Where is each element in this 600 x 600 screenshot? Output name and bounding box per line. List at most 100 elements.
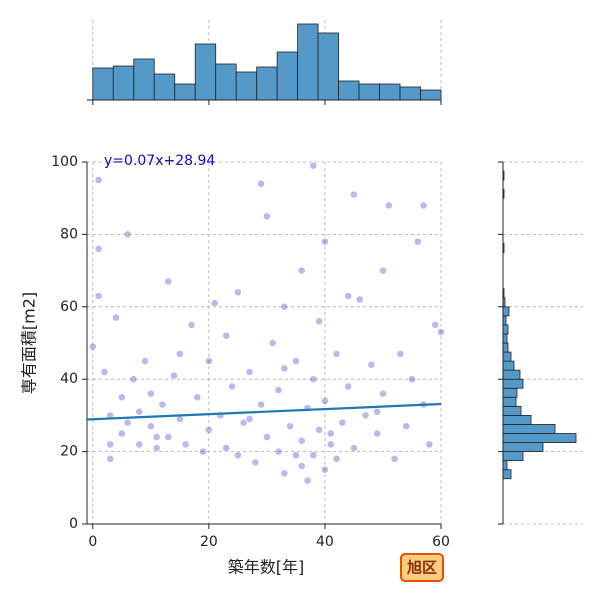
scatter-point <box>147 422 155 431</box>
hist-bar <box>502 433 577 443</box>
scatter-point <box>309 451 318 459</box>
hist-bar <box>502 360 515 371</box>
scatter-point <box>106 440 114 449</box>
scatter-point <box>135 408 143 416</box>
scatter-point <box>222 332 231 340</box>
scatter-point <box>326 440 335 449</box>
hist-bar <box>502 396 517 407</box>
scatter-point <box>89 342 97 351</box>
scatter-point <box>263 212 271 221</box>
scatter-point <box>332 350 341 358</box>
badge: 旭区 <box>406 559 437 577</box>
scatter-point <box>414 237 422 246</box>
scatter-point <box>257 400 265 409</box>
scatter-point <box>344 382 352 391</box>
hist-bar <box>133 58 155 101</box>
hist-bar <box>276 51 299 101</box>
scatter-point <box>199 447 207 456</box>
scatter-point <box>210 299 219 307</box>
scatter-point <box>193 393 202 402</box>
hist-bar <box>502 351 512 362</box>
scatter-point <box>164 277 172 286</box>
scatter-point <box>274 386 283 394</box>
hist-bar <box>502 306 510 317</box>
scatter-point <box>280 469 289 478</box>
scatter-point <box>239 418 248 427</box>
hist-bar <box>358 83 380 101</box>
hist-bar <box>112 65 135 101</box>
scatter-point <box>94 176 103 184</box>
scatter-point <box>129 375 138 383</box>
scatter-point <box>332 455 341 463</box>
scatter-point <box>135 440 143 449</box>
scatter-point <box>205 357 213 365</box>
hist-bar <box>502 442 544 452</box>
scatter-point <box>419 201 428 210</box>
scatter-point <box>315 426 323 434</box>
scatter-point <box>309 375 318 383</box>
scatter-point <box>425 440 434 449</box>
y-tick-label: 0 <box>69 516 78 532</box>
hist-bar <box>502 451 524 462</box>
scatter-point <box>158 400 167 409</box>
scatter-point <box>205 426 213 434</box>
scatter-point <box>297 436 306 445</box>
scatter-point <box>373 429 381 438</box>
scatter-point <box>326 429 335 438</box>
scatter-point <box>94 292 103 300</box>
scatter-point <box>245 415 254 423</box>
x-tick-label: 20 <box>200 534 218 550</box>
scatter-point <box>280 364 289 373</box>
scatter-point <box>431 321 439 329</box>
scatter-point <box>112 313 120 322</box>
hist-bar <box>235 71 258 101</box>
scatter-point <box>106 455 114 463</box>
y-tick-label: 20 <box>60 444 78 460</box>
scatter-point <box>187 321 196 329</box>
scatter-point <box>176 350 184 358</box>
scatter-point <box>152 444 161 452</box>
hist-bar <box>502 378 524 389</box>
hist-bar <box>194 43 217 101</box>
scatter-point <box>292 451 300 459</box>
hist-bar <box>502 414 532 425</box>
scatter-point <box>274 447 283 456</box>
scatter-point <box>268 339 277 347</box>
scatter-point <box>385 201 393 210</box>
scatter-point <box>338 418 347 427</box>
scatter-point <box>292 357 300 365</box>
y-tick-label: 40 <box>60 371 78 387</box>
scatter-point <box>309 161 318 170</box>
hist-bar <box>174 83 196 101</box>
scatter-point <box>402 422 410 431</box>
hist-bar <box>502 469 512 480</box>
x-tick-label: 0 <box>88 534 97 550</box>
scatter-point <box>181 440 190 449</box>
scatter-point <box>356 295 364 304</box>
scatter-point <box>123 230 132 239</box>
x-tick-label: 60 <box>432 534 450 550</box>
scatter-point <box>321 397 329 405</box>
scatter-point <box>379 389 387 398</box>
scatter-point <box>315 317 323 326</box>
scatter-point <box>321 465 329 474</box>
scatter-point <box>297 462 306 470</box>
x-tick-label: 40 <box>316 534 334 550</box>
scatter-point <box>257 179 265 188</box>
hist-bar <box>502 424 556 434</box>
scatter-point <box>141 357 149 365</box>
scatter-point <box>350 444 358 452</box>
scatter-point <box>367 360 376 369</box>
scatter-point <box>100 368 109 376</box>
hist-bar <box>502 405 522 416</box>
hist-bar <box>317 32 339 101</box>
scatter-point <box>170 371 178 380</box>
scatter-point <box>263 433 271 441</box>
scatter-point <box>123 418 132 427</box>
hist-bar <box>338 80 360 101</box>
regression-line <box>86 402 442 421</box>
scatter-point <box>222 444 231 452</box>
y-axis-label: 専有面積[m2] <box>20 292 39 394</box>
hist-bar <box>502 369 521 380</box>
